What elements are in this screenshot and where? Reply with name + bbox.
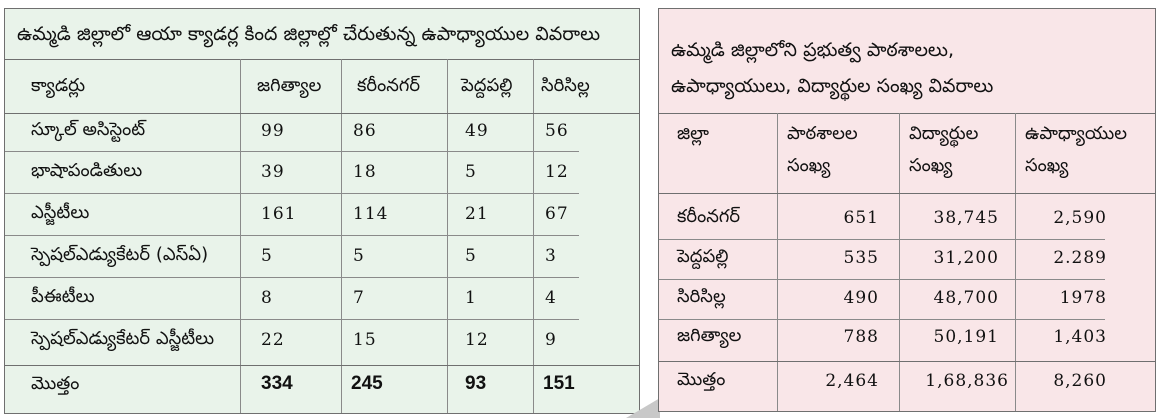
left-cell: 86 <box>353 121 377 141</box>
right-row-label: సిరిసిల్ల <box>677 286 726 307</box>
left-header-divider <box>5 113 639 114</box>
left-title-divider <box>5 59 639 60</box>
left-col-divider <box>341 59 342 413</box>
left-cell: 99 <box>261 121 285 141</box>
right-total-cell: 8,260 <box>1053 371 1107 391</box>
left-cell: 21 <box>465 204 489 224</box>
left-row-label: ఎస్జీటీలు <box>31 202 90 223</box>
right-row-label: కరీంనగర్ <box>677 206 740 227</box>
left-row-divider <box>5 235 579 236</box>
right-header-teachers-count: సంఖ్య <box>1025 155 1069 176</box>
right-row-label: జగిత్యాల <box>677 325 742 346</box>
left-cell: 8 <box>261 288 273 308</box>
right-total-divider <box>659 361 1155 362</box>
right-header-students-count: సంఖ్య <box>909 155 953 176</box>
left-cell: 114 <box>353 204 389 224</box>
right-total-label: మొత్తం <box>677 369 726 390</box>
right-col-divider <box>1015 113 1016 411</box>
right-row-label: పెద్దపల్లి <box>677 246 729 267</box>
left-cell: 7 <box>353 288 365 308</box>
left-row-divider <box>5 277 579 278</box>
left-header-jagtial: జగిత్యాల <box>257 75 322 96</box>
left-cell: 5 <box>465 162 477 182</box>
left-table-title: ఉమ్మడి జిల్లాలో ఆయా క్యాడర్ల కింద జిల్లా… <box>17 23 601 45</box>
right-cell: 651 <box>843 208 879 228</box>
right-header-district: జిల్లా <box>677 123 710 144</box>
right-table-title-line1: ఉమ్మడి జిల్లాలోని ప్రభుత్వ పాఠశాలలు, <box>671 39 954 61</box>
left-cell: 1 <box>465 288 477 308</box>
left-cell: 5 <box>353 246 365 266</box>
right-cell: 2,590 <box>1053 208 1107 228</box>
left-cell: 4 <box>545 288 557 308</box>
left-row-label: స్పెషల్ఎడ్యుకేటర్ ఎస్జీటీలు <box>31 328 215 349</box>
left-header-peddapalli: పెద్దపల్లి <box>461 75 513 96</box>
left-cell: 5 <box>261 246 273 266</box>
cadre-allocation-table: ఉమ్మడి జిల్లాలో ఆయా క్యాడర్ల కింద జిల్లా… <box>4 8 640 414</box>
right-header-students: విద్యార్థుల <box>909 123 979 144</box>
left-header-sircilla: సిరిసిల్ల <box>541 75 590 96</box>
right-total-cell: 2,464 <box>825 371 879 391</box>
left-col-divider <box>447 59 448 413</box>
left-row-label: భాషాపండితులు <box>31 160 143 181</box>
left-col-divider <box>240 59 241 413</box>
left-header-cadres: క్యాడర్లు <box>31 75 86 96</box>
left-cell: 5 <box>465 246 477 266</box>
right-row-divider <box>659 239 1105 240</box>
left-cell: 39 <box>261 162 285 182</box>
left-total-cell: 93 <box>465 373 487 394</box>
right-cell: 50,191 <box>933 327 999 347</box>
right-col-divider <box>777 113 778 411</box>
left-total-cell: 151 <box>543 373 575 394</box>
left-total-divider <box>5 365 639 366</box>
right-cell: 1,403 <box>1053 327 1107 347</box>
right-header-teachers: ఉపాధ్యాయుల <box>1025 123 1128 144</box>
left-cell: 15 <box>353 330 377 350</box>
right-cell: 38,745 <box>933 208 999 228</box>
left-row-divider <box>5 151 579 152</box>
right-cell: 788 <box>843 327 879 347</box>
right-row-divider <box>659 279 1105 280</box>
left-row-divider <box>5 193 579 194</box>
left-cell: 12 <box>545 162 569 182</box>
left-cell: 56 <box>545 121 569 141</box>
right-header-divider <box>659 193 1155 194</box>
left-cell: 3 <box>545 246 557 266</box>
left-cell: 161 <box>261 204 297 224</box>
right-header-schools: పాఠశాలల <box>787 123 858 144</box>
left-col-divider <box>533 59 534 413</box>
left-total-cell: 334 <box>261 373 293 394</box>
right-table-title-line2: ఉపాధ్యాయులు, విద్యార్థుల సంఖ్య వివరాలు <box>671 75 994 97</box>
left-total-cell: 245 <box>351 373 383 394</box>
right-row-divider <box>659 319 1105 320</box>
right-header-schools-count: సంఖ్య <box>787 155 831 176</box>
left-row-label: స్పెషల్ఎడ్యుకేటర్ (ఎస్ఏ) <box>31 244 209 265</box>
left-cell: 12 <box>465 330 489 350</box>
right-col-divider <box>899 113 900 411</box>
right-title-divider <box>659 113 1155 114</box>
left-cell: 22 <box>261 330 285 350</box>
right-total-cell: 1,68,836 <box>925 371 1009 391</box>
right-cell: 490 <box>843 288 879 308</box>
left-header-karimnagar: కరీంనగర్ <box>357 75 420 96</box>
left-cell: 9 <box>545 330 557 350</box>
schools-teachers-students-table: ఉమ్మడి జిల్లాలోని ప్రభుత్వ పాఠశాలలు, ఉపా… <box>658 8 1156 412</box>
left-cell: 18 <box>353 162 377 182</box>
left-cell: 49 <box>465 121 489 141</box>
left-row-label: పీఈటీలు <box>31 286 95 307</box>
left-total-label: మొత్తం <box>31 373 80 394</box>
right-cell: 48,700 <box>933 288 999 308</box>
right-cell: 1978 <box>1059 288 1107 308</box>
left-row-label: స్కూల్ అసిస్టెంట్ <box>31 119 146 140</box>
right-cell: 2.289 <box>1053 248 1107 268</box>
right-cell: 31,200 <box>933 248 999 268</box>
right-cell: 535 <box>843 248 879 268</box>
left-row-divider <box>5 319 579 320</box>
left-cell: 67 <box>545 204 569 224</box>
